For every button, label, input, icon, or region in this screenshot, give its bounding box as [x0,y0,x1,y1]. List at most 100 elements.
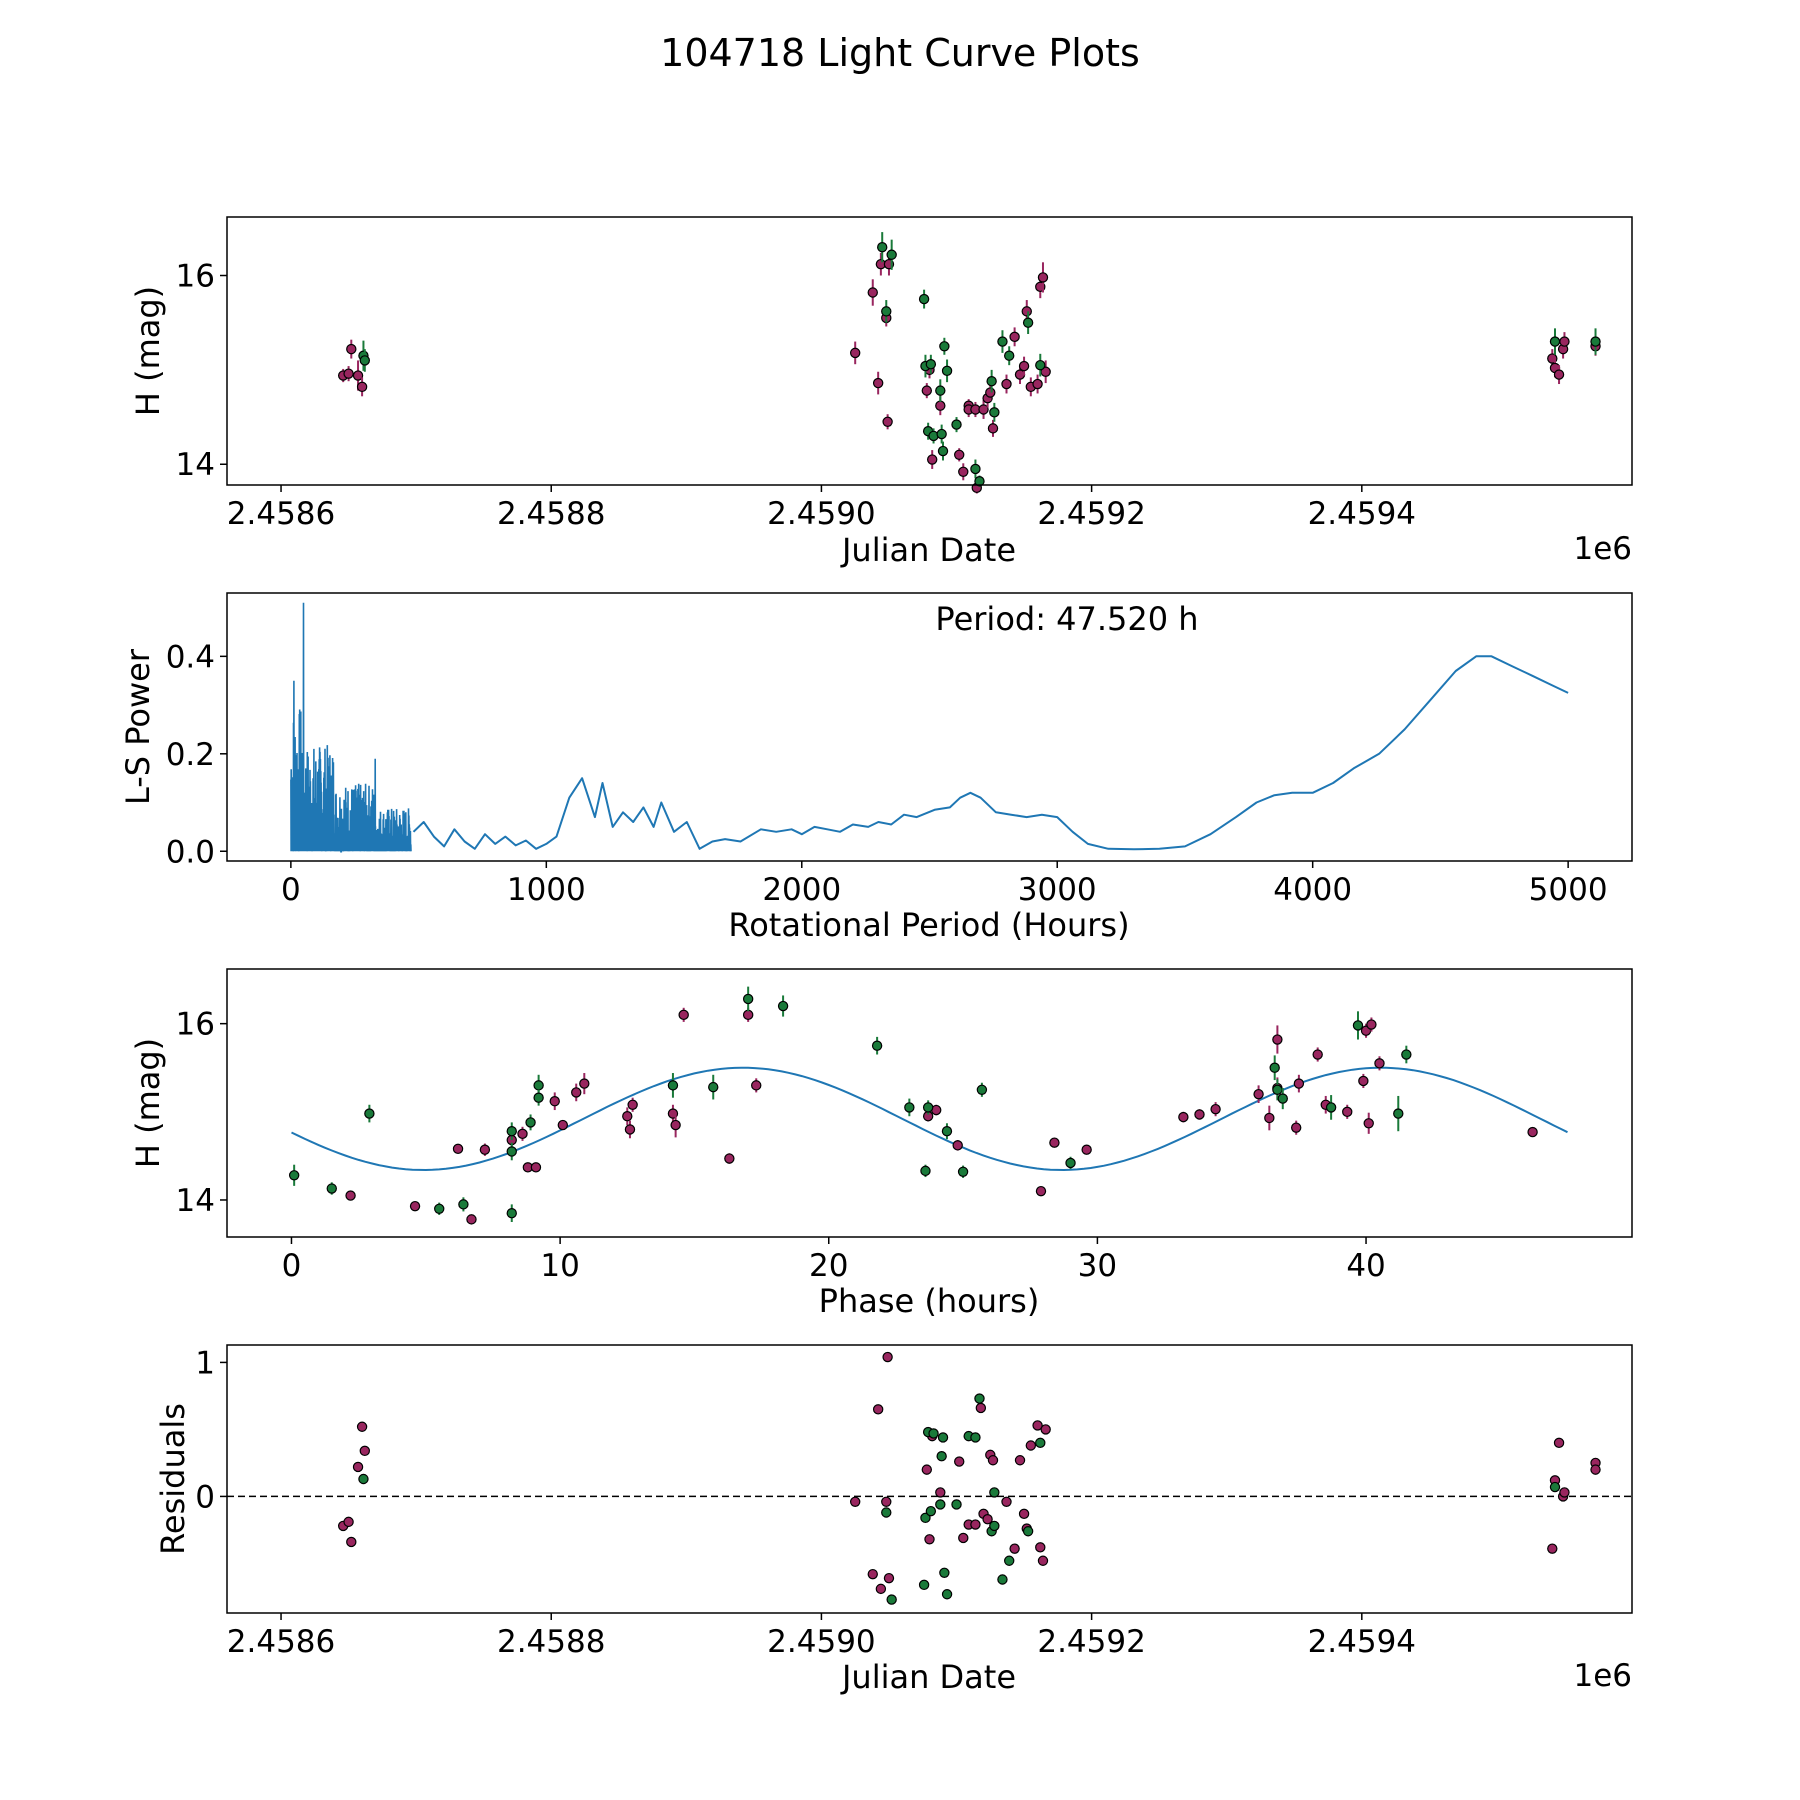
data-point-magenta [1035,1185,1047,1197]
periodogram-xtick-label: 3000 [1018,872,1097,908]
data-point-magenta [1009,1543,1020,1554]
data-point-magenta [557,1119,569,1131]
data-point-magenta [867,1568,878,1580]
data-point-green [974,1393,985,1404]
data-point-magenta [1194,1109,1205,1120]
data-point-magenta [987,423,999,434]
data-point-magenta [346,1536,357,1548]
data-point-magenta [849,347,861,359]
data-point-green [935,385,946,396]
data-point-magenta [935,400,946,411]
data-point-magenta [352,1461,364,1473]
lightcurve-x-offset: 1e6 [1573,531,1632,567]
data-point-magenta [579,1078,590,1089]
data-point-magenta [954,1456,965,1467]
periodogram-ylabel: L-S Power [119,648,157,805]
data-point-magenta [517,1128,528,1140]
data-point-magenta [346,343,357,355]
data-point-green [935,1499,946,1510]
data-point-magenta [958,466,969,477]
data-point-green [918,293,930,305]
data-point-green [920,1165,931,1177]
residuals-xtick-label: 2.4588 [497,1624,605,1660]
data-point-green [1004,350,1015,361]
data-point-magenta [1363,1118,1374,1129]
data-point-green [434,1203,445,1214]
data-point-magenta [1272,1034,1283,1045]
periodogram-xtick-label: 2000 [762,872,841,908]
periodogram-xtick-label: 4000 [1273,872,1352,908]
data-point-green [533,1092,544,1103]
data-point-green [997,1574,1008,1585]
data-point-green [936,1451,947,1462]
data-point-green [1549,1481,1561,1493]
phased-xtick-label: 0 [282,1248,302,1284]
data-point-green [359,355,370,366]
data-point-green [939,1567,950,1579]
data-point-green [939,341,950,352]
data-point-magenta [1374,1058,1385,1069]
data-point-green [918,1579,930,1591]
data-point-green [1352,1020,1364,1031]
data-point-green [920,1512,931,1524]
periodogram-axes-frame [226,592,1633,862]
phased-ytick-label: 14 [176,1183,215,1219]
data-point-magenta [1178,1111,1189,1123]
data-point-green [667,1080,679,1091]
data-point-green [777,1000,789,1012]
data-point-magenta [927,454,938,465]
phased-xtick-label: 20 [809,1248,848,1284]
data-point-magenta [1021,306,1032,317]
residuals-x-offset: 1e6 [1573,1658,1632,1694]
data-point-green [928,1428,939,1439]
phased-ytick-label: 16 [176,1007,215,1043]
data-point-green [941,1126,953,1137]
data-point-magenta [1553,369,1565,380]
data-point-magenta [1293,1078,1305,1089]
data-point-green [506,1207,517,1219]
data-point-green [970,1432,981,1443]
lightcurve-xtick-label: 2.4586 [227,496,335,532]
data-point-green [951,419,962,430]
data-point-green [951,1499,962,1510]
data-point-magenta [1290,1122,1302,1133]
data-point-magenta [881,1496,892,1507]
data-point-magenta [571,1087,582,1098]
data-point-green [364,1108,375,1119]
data-point-green [742,993,754,1005]
residuals-ylabel: Residuals [154,1403,192,1555]
data-point-magenta [1081,1144,1092,1155]
data-point-green [936,428,947,440]
data-point-magenta [1001,378,1012,390]
periodogram-xlabel: Rotational Period (Hours) [728,906,1129,944]
data-point-magenta [1366,1019,1377,1030]
lightcurve-panel: 2.4586 2.4588 2.4590 2.4592 2.4594 14 16 Julia… [129,216,1633,569]
data-point-magenta [670,1119,681,1131]
data-point-magenta [867,287,878,298]
data-point-magenta [954,449,965,461]
periodogram-line [412,655,1569,851]
data-point-magenta [624,1124,636,1135]
data-point-magenta [1037,1555,1049,1566]
data-point-magenta [678,1009,689,1021]
residuals-xtick-label: 2.4586 [227,1624,335,1660]
periodogram-xtick-label: 1000 [507,872,586,908]
data-point-green [708,1081,719,1093]
periodogram-ytick-label: 0.2 [166,737,215,773]
data-point-magenta [751,1080,762,1091]
data-point-green [358,1473,369,1485]
data-point-magenta [1342,1106,1353,1118]
residuals-ytick-label: 1 [195,1345,215,1381]
data-point-magenta [1014,1455,1026,1466]
data-point-green [881,1507,892,1518]
data-point-magenta [530,1162,542,1173]
data-point-magenta [345,1190,356,1201]
data-point-green [941,1589,953,1600]
lightcurve-ytick-label: 16 [176,259,215,295]
data-point-magenta [1547,1543,1558,1554]
data-point-green [925,359,937,370]
data-point-green [458,1199,469,1210]
data-point-magenta [935,1487,946,1498]
residuals-xtick-label: 2.4592 [1037,1624,1145,1660]
data-point-green [871,1040,883,1051]
